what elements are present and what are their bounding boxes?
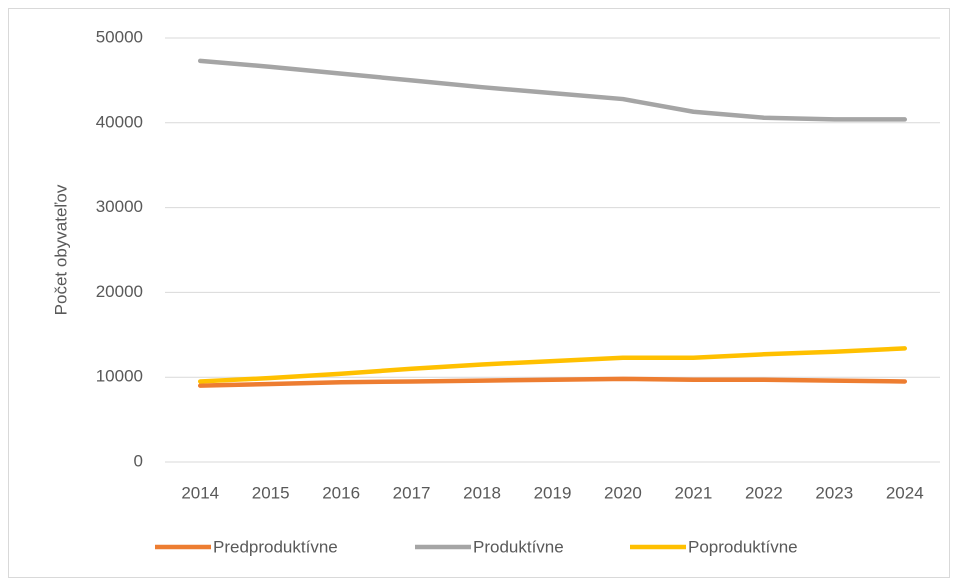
x-tick-label: 2020 <box>604 483 642 502</box>
x-tick-label: 2014 <box>181 483 219 502</box>
y-tick-label: 50000 <box>96 27 143 46</box>
series-line <box>197 376 908 388</box>
x-tick-label: 2018 <box>463 483 501 502</box>
x-tick-label: 2022 <box>745 483 783 502</box>
chart-border <box>8 8 950 578</box>
legend-label: Poproduktívne <box>688 537 798 556</box>
x-tick-label: 2016 <box>322 483 360 502</box>
y-tick-label: 30000 <box>96 197 143 216</box>
series-line <box>197 58 908 122</box>
x-tick-label: 2021 <box>674 483 712 502</box>
x-tick-label: 2023 <box>815 483 853 502</box>
legend-label: Produktívne <box>473 537 564 556</box>
series-line <box>197 346 908 384</box>
x-tick-label: 2015 <box>252 483 290 502</box>
x-tick-label: 2024 <box>886 483 924 502</box>
y-tick-label: 10000 <box>96 367 143 386</box>
x-tick-label: 2017 <box>393 483 431 502</box>
x-tick-label: 2019 <box>534 483 572 502</box>
legend-label: Predproduktívne <box>213 537 338 556</box>
y-axis-label: Počet obyvateľov <box>51 184 70 315</box>
y-tick-label: 20000 <box>96 282 143 301</box>
y-tick-label: 0 <box>134 451 143 470</box>
y-tick-label: 40000 <box>96 112 143 131</box>
